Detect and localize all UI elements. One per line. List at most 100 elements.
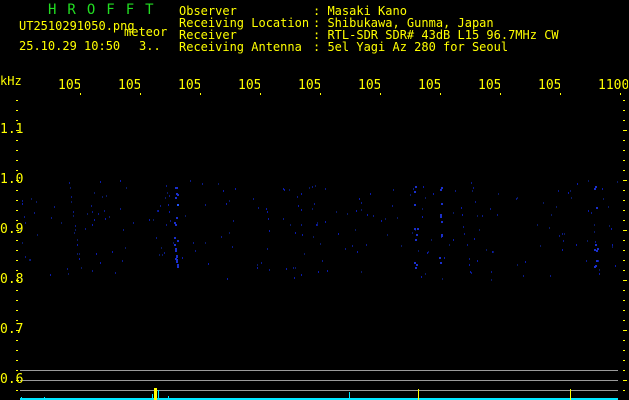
noise-dot xyxy=(608,206,610,209)
meteor-echo xyxy=(416,234,419,237)
noise-dot xyxy=(234,187,236,190)
y-tick-label: 1.1 xyxy=(0,122,24,137)
y-tick xyxy=(623,220,625,221)
meteor-echo xyxy=(414,266,417,269)
noise-dot xyxy=(473,238,475,241)
y-tick-label: 0.9 xyxy=(0,222,24,237)
noise-dot xyxy=(22,277,24,280)
y-tick xyxy=(16,300,18,301)
noise-dot xyxy=(120,207,122,210)
noise-dot xyxy=(80,267,82,270)
y-tick xyxy=(623,250,625,251)
y-tick xyxy=(623,390,625,391)
noise-dot xyxy=(426,252,428,255)
meteor-echo xyxy=(416,228,419,231)
noise-dot xyxy=(315,185,317,188)
antenna-value: : 5el Yagi Az 280 for Seoul xyxy=(313,40,509,54)
y-tick xyxy=(623,300,625,301)
y-tick xyxy=(16,380,19,381)
noise-dot xyxy=(442,277,443,280)
noise-dot xyxy=(486,249,488,252)
y-tick xyxy=(16,240,18,241)
y-tick xyxy=(16,310,18,311)
y-tick xyxy=(16,330,19,331)
y-tick xyxy=(623,160,625,161)
location-label: Receiving Location xyxy=(179,16,310,30)
noise-dot xyxy=(295,231,297,234)
y-tick xyxy=(623,370,625,371)
noise-dot xyxy=(25,255,27,258)
noise-dot xyxy=(587,239,589,242)
noise-dot xyxy=(283,188,285,191)
y-tick xyxy=(16,290,18,291)
noise-dot xyxy=(316,221,318,224)
observer-label: Observer xyxy=(179,4,237,18)
noise-dot xyxy=(393,188,395,191)
noise-dot xyxy=(564,233,566,236)
noise-dot xyxy=(208,262,210,265)
noise-dot xyxy=(289,189,291,192)
y-tick xyxy=(623,330,627,331)
noise-dot xyxy=(360,201,362,204)
y-tick xyxy=(623,230,627,231)
noise-dot xyxy=(576,243,578,246)
noise-dot xyxy=(22,241,24,244)
noise-dot xyxy=(602,197,604,200)
y-tick xyxy=(623,170,625,171)
x-tick-label: 1100 xyxy=(598,78,628,93)
noise-dot xyxy=(470,272,472,275)
file-name: UT2510291050.png xyxy=(19,19,135,33)
noise-dot xyxy=(166,192,168,195)
grid-line xyxy=(20,390,618,391)
noise-dot xyxy=(421,215,423,218)
noise-dot xyxy=(542,201,544,204)
noise-dot xyxy=(292,267,294,270)
spectrum-peak xyxy=(152,394,153,400)
x-tick-label: 1052 xyxy=(118,78,140,93)
noise-dot xyxy=(169,211,171,214)
meteor-echo xyxy=(440,202,443,205)
meteor-echo xyxy=(596,247,599,250)
noise-dot xyxy=(468,263,470,266)
meteor-echo xyxy=(596,259,599,262)
spectrum-baseline xyxy=(20,398,618,400)
noise-dot xyxy=(570,196,572,199)
noise-dot xyxy=(289,223,291,226)
meteor-echo xyxy=(596,207,599,210)
noise-dot xyxy=(466,244,468,247)
spectrum-peak xyxy=(168,396,169,400)
noise-dot xyxy=(387,234,389,237)
noise-dot xyxy=(319,243,321,246)
noise-dot xyxy=(561,232,563,235)
noise-dot xyxy=(96,252,98,255)
x-tick xyxy=(380,93,381,95)
noise-dot xyxy=(598,269,600,272)
noise-dot xyxy=(229,199,231,202)
noise-dot xyxy=(50,216,52,219)
noise-dot xyxy=(496,214,498,217)
meteor-echo xyxy=(594,249,597,252)
noise-dot xyxy=(181,256,183,259)
y-tick-label: 1.0 xyxy=(0,172,24,187)
meteor-echo xyxy=(440,234,443,237)
noise-dot xyxy=(498,193,500,196)
noise-dot xyxy=(311,207,313,210)
noise-dot xyxy=(461,213,463,216)
noise-dot xyxy=(413,187,415,190)
noise-dot xyxy=(472,186,474,189)
info-labels: Observer Receiving Location Receiver Rec… xyxy=(179,5,309,53)
meteor-echo xyxy=(176,239,179,242)
x-tick xyxy=(560,93,561,95)
noise-dot xyxy=(157,209,159,212)
noise-dot xyxy=(490,279,492,282)
noise-dot xyxy=(49,273,51,276)
noise-dot xyxy=(516,197,518,200)
noise-dot xyxy=(595,240,597,243)
noise-dot xyxy=(366,214,368,216)
y-tick xyxy=(623,150,625,151)
x-tick-label: 1055 xyxy=(298,78,320,93)
noise-dot xyxy=(300,274,302,277)
noise-dot xyxy=(24,215,26,218)
noise-dot xyxy=(173,241,175,244)
